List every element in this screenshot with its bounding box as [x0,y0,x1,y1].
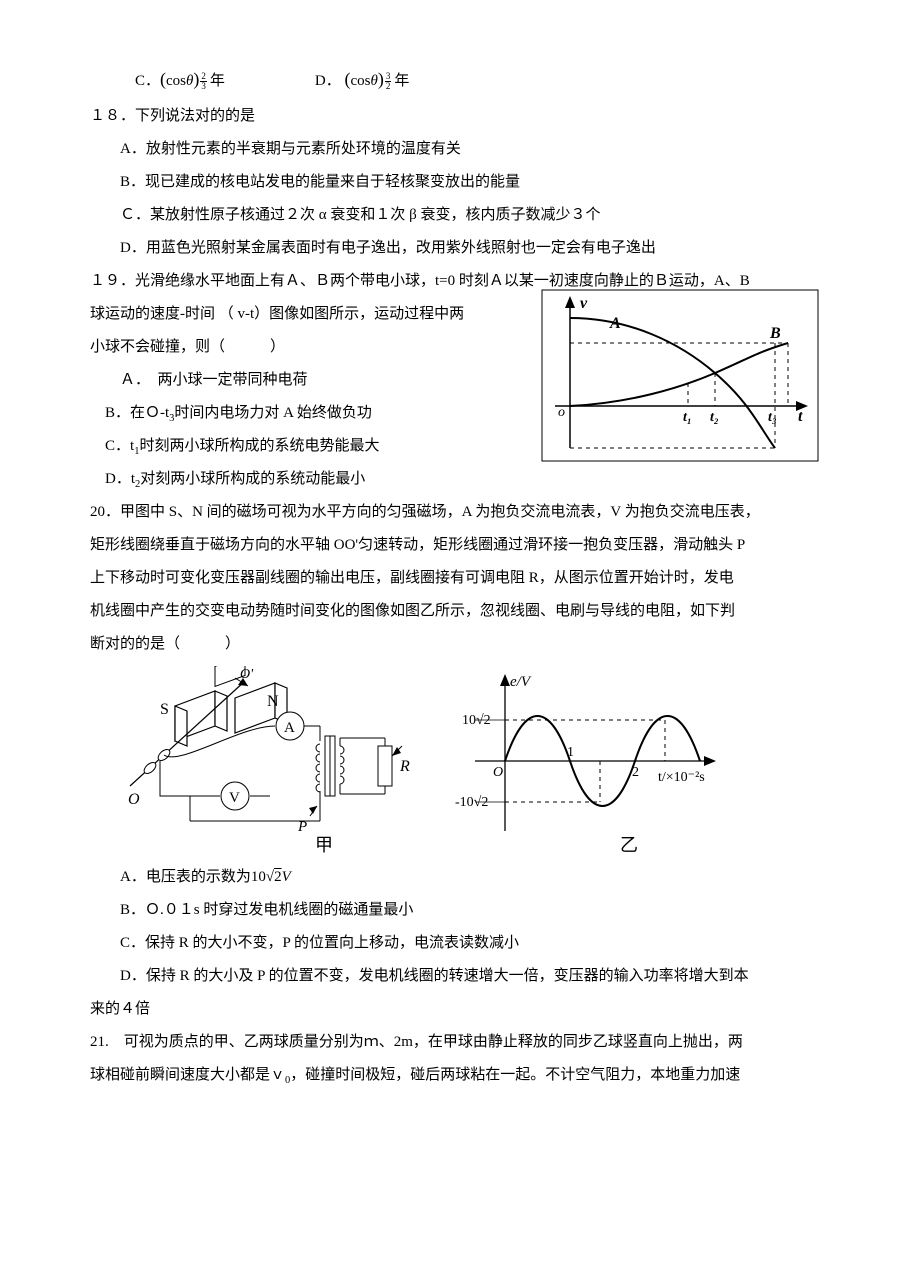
q20-p5: 断对的的是（ ） [90,628,830,661]
q20-p2: 矩形线圈绕垂直于磁场方向的水平轴 OO'匀速转动，矩形线圈通过滑环接一抱负变压器… [90,529,830,562]
svg-text:S: S [160,701,169,718]
svg-text:O: O [128,791,140,808]
svg-text:10√2: 10√2 [462,713,491,728]
fraction-exponent: 32 [385,72,392,91]
svg-text:e/V: e/V [510,674,532,690]
q18-b: B．现已建成的核电站发电的能量来自于轻核聚变放出的能量 [90,166,830,199]
q20-figures-row: S N O' O A V [90,661,830,861]
svg-text:甲: 甲 [315,835,333,855]
q19-vt-graph: v A B o t₁ t₂ t₃ t [540,288,820,463]
svg-text:A: A [284,720,295,736]
svg-text:t₁: t₁ [683,410,692,425]
svg-text:V: V [229,790,240,806]
q20-a: A．电压表的示数为10√2V [90,861,830,894]
q20-b: B．Ｏ.０１s 时穿过发电机线圈的磁通量最小 [90,894,830,927]
q18-a: A．放射性元素的半衰期与元素所处环境的温度有关 [90,133,830,166]
q20-d: D．保持 R 的大小及 P 的位置不变，发电机线圈的转速增大一倍，变压器的输入功… [90,960,830,993]
svg-text:B: B [769,325,781,342]
q20-c: C．保持 R 的大小不变，P 的位置向上移动，电流表读数减小 [90,927,830,960]
q20-figure-yi: e/V 10√2 -10√2 O 1 2 t/×10⁻²s 乙 [450,666,730,861]
q21-p1: 21. 可视为质点的甲、乙两球质量分别为ｍ、2m，在甲球由静止释放的同步乙球竖直… [90,1026,830,1059]
svg-text:1: 1 [567,745,574,760]
option-d: D． (cosθ) 32 年 [315,60,409,100]
svg-text:A: A [609,315,621,332]
svg-text:t/×10⁻²s: t/×10⁻²s [658,770,705,785]
svg-text:N: N [267,693,279,710]
q20-p1: 20．甲图中 S、N 间的磁场可视为水平方向的匀强磁场，A 为抱负交流电流表，V… [90,496,830,529]
svg-text:O: O [493,765,503,780]
q19-d: D．t2对刻两小球所构成的系统动能最小 [90,463,830,496]
q21-p2: 球相碰前瞬间速度大小都是ｖ0，碰撞时间极短，碰后两球粘在一起。不计空气阻力，本地… [90,1059,830,1092]
q20-p3: 上下移动时可变化变压器副线圈的输出电压，副线圈接有可调电阻 R，从图示位置开始计… [90,562,830,595]
q20-d-cont: 来的４倍 [90,993,830,1026]
svg-text:v: v [580,295,588,312]
q20-p4: 机线圈中产生的交变电动势随时间变化的图像如图乙所示，忽视线圈、电刷与导线的电阻，… [90,595,830,628]
svg-text:-10√2: -10√2 [455,795,488,810]
svg-text:P: P [297,819,307,835]
option-c: C． (cosθ) 23 年 [135,60,225,100]
q18-d: D．用蓝色光照射某金属表面时有电子逸出，改用紫外线照射也一定会有电子逸出 [90,232,830,265]
svg-text:t: t [798,408,803,425]
svg-text:o: o [558,405,565,420]
q18-c: Ｃ．某放射性原子核通过２次 α 衰变和１次 β 衰变，核内质子数减少３个 [90,199,830,232]
svg-text:乙: 乙 [620,835,638,855]
options-c-d-row: C． (cosθ) 23 年 D． (cosθ) 32 年 [90,60,830,100]
option-d-label: D． [315,65,341,98]
svg-text:R: R [399,758,410,775]
q18-stem: １８．下列说法对的的是 [90,100,830,133]
svg-text:t₂: t₂ [710,410,719,425]
svg-text:t₃: t₃ [768,410,777,425]
svg-text:2: 2 [632,765,639,780]
q20-figure-jia: S N O' O A V [120,666,420,861]
option-c-label: C． [135,65,160,98]
fraction-exponent: 23 [200,72,207,91]
